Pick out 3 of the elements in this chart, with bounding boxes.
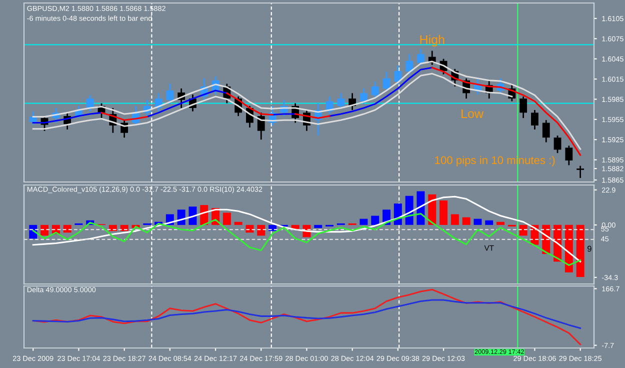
annotation: 9 [588, 246, 592, 252]
annotation: Low [462, 109, 484, 118]
annotation: High [420, 34, 444, 47]
